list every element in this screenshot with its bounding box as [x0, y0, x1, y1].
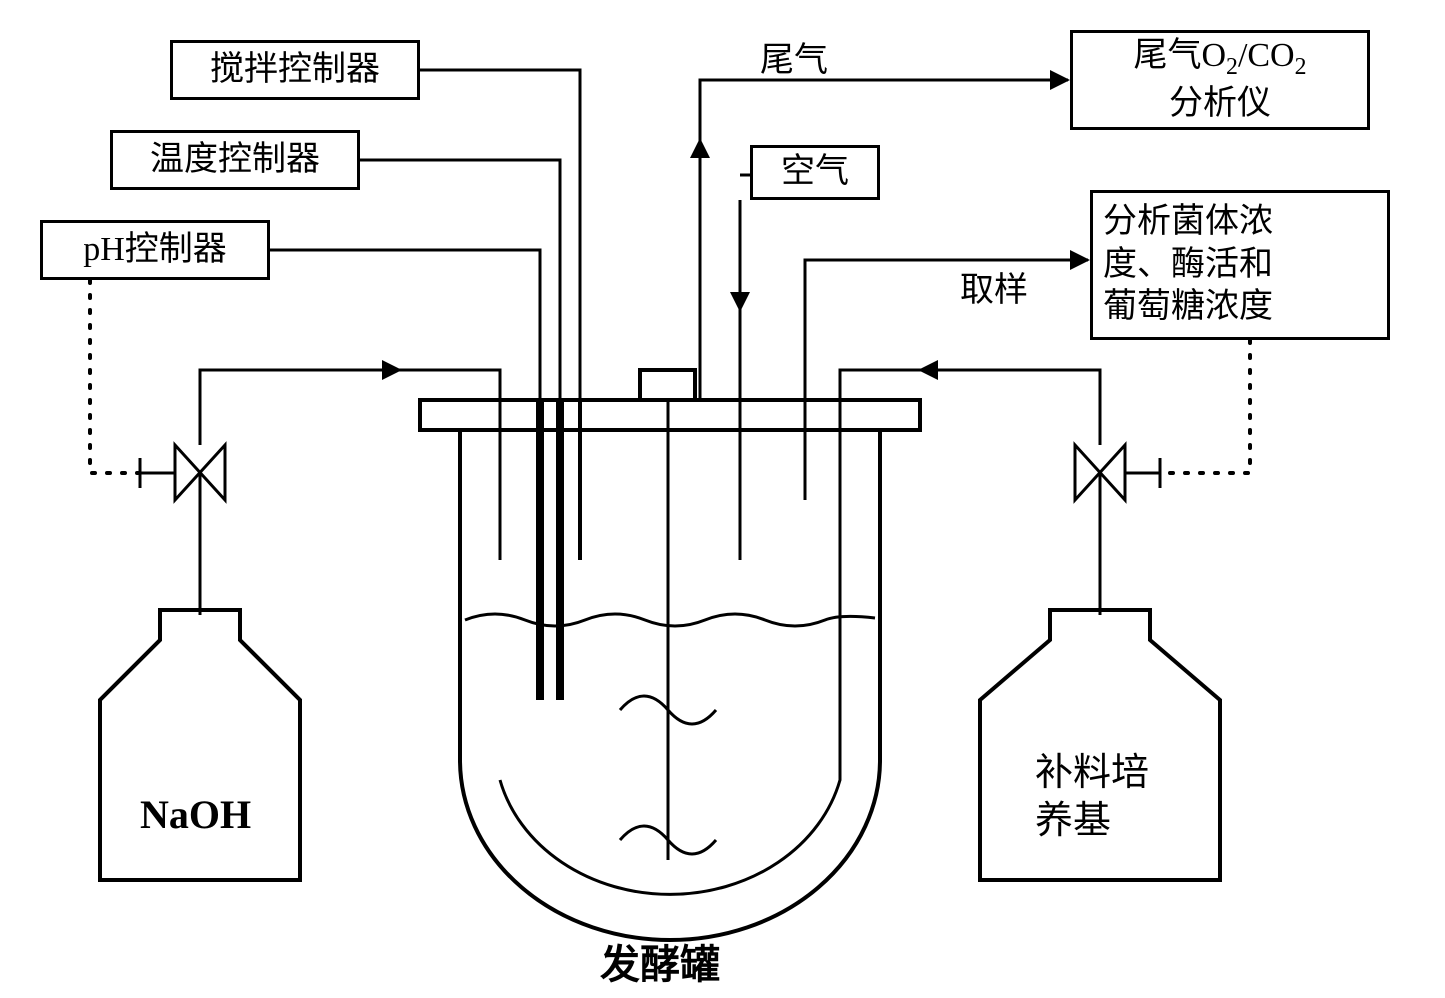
- label-exhaust: 尾气: [760, 40, 828, 83]
- box-stir-controller: 搅拌控制器: [170, 40, 420, 100]
- label-sample-analysis: 分析菌体浓 度、酶活和 葡萄糖浓度: [1103, 201, 1273, 329]
- label-tank: 发酵罐: [600, 940, 720, 990]
- label-temp-controller: 温度控制器: [150, 139, 320, 182]
- label-air: 空气: [781, 151, 849, 194]
- label-naoh: NaOH: [140, 790, 251, 840]
- box-air: 空气: [750, 145, 880, 200]
- box-sample-analysis: 分析菌体浓 度、酶活和 葡萄糖浓度: [1090, 190, 1390, 340]
- box-temp-controller: 温度控制器: [110, 130, 360, 190]
- diagram-canvas: 搅拌控制器 温度控制器 pH控制器 空气 尾气O2/CO2分析仪 分析菌体浓 度…: [0, 0, 1445, 998]
- label-gas-analyzer: 尾气O2/CO2分析仪: [1133, 35, 1306, 125]
- label-ph-controller: pH控制器: [83, 229, 227, 272]
- box-gas-analyzer: 尾气O2/CO2分析仪: [1070, 30, 1370, 130]
- label-stir-controller: 搅拌控制器: [210, 49, 380, 92]
- label-feed: 补料培 养基: [1035, 750, 1149, 845]
- box-ph-controller: pH控制器: [40, 220, 270, 280]
- label-sampling: 取样: [960, 270, 1028, 313]
